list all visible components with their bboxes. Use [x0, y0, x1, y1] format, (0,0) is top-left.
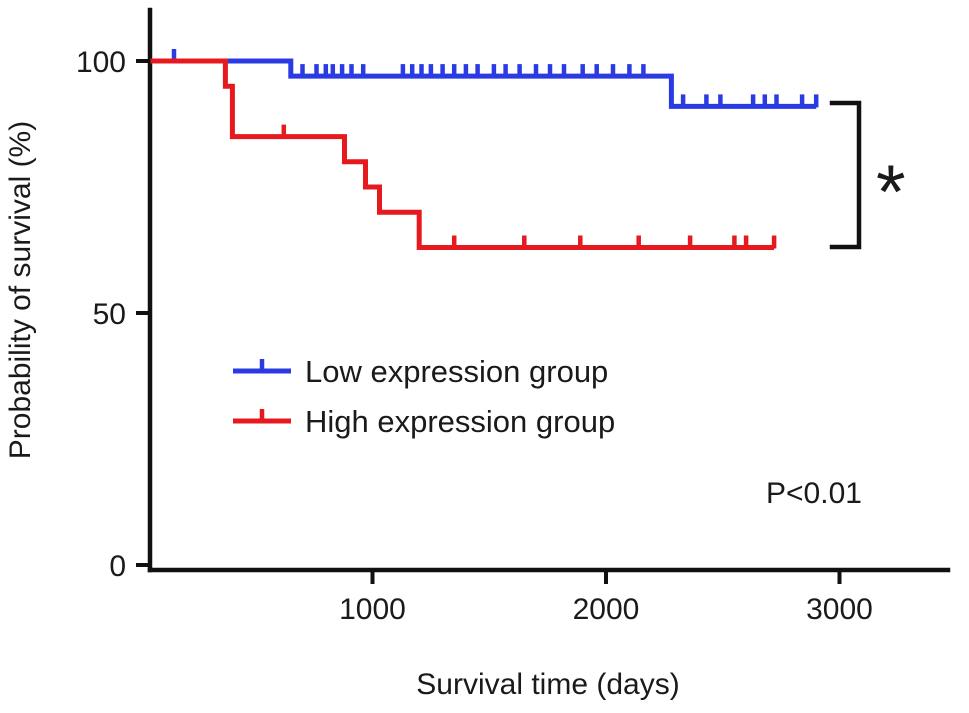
series-high-expression [150, 58, 777, 250]
significance-bracket [829, 100, 862, 250]
x-tick-label-1000: 1000 [339, 593, 406, 626]
x-tick-label-3000: 3000 [806, 593, 873, 626]
tick-labels: 100 50 0 1000 2000 3000 [76, 46, 873, 626]
survival-curve [150, 58, 775, 250]
p-value-label: P<0.01 [766, 477, 862, 510]
y-tick-label-0: 0 [109, 550, 126, 583]
x-axis-title: Survival time (days) [416, 668, 679, 701]
series-low-expression [150, 49, 819, 109]
y-tick-label-100: 100 [76, 46, 126, 79]
y-tick-label-50: 50 [93, 298, 126, 331]
legend-item-low: Low expression group [233, 354, 608, 389]
legend-label-low: Low expression group [305, 354, 608, 389]
survival-curve [150, 58, 817, 109]
y-axis-title: Probability of survival (%) [4, 121, 37, 459]
significance-asterisk: * [876, 150, 906, 235]
x-tick-label-2000: 2000 [573, 593, 640, 626]
legend: Low expression group High expression gro… [233, 354, 615, 439]
legend-label-high: High expression group [305, 404, 615, 439]
axes [136, 7, 951, 584]
legend-item-high: High expression group [233, 404, 615, 439]
series-layer [150, 49, 819, 250]
